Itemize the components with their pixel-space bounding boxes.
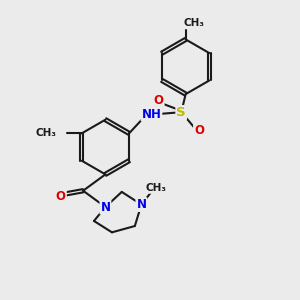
Text: O: O — [154, 94, 164, 107]
Text: O: O — [194, 124, 204, 137]
Text: CH₃: CH₃ — [184, 18, 205, 28]
Text: CH₃: CH₃ — [35, 128, 56, 138]
Text: S: S — [176, 106, 186, 119]
Text: O: O — [56, 190, 66, 203]
Text: N: N — [136, 198, 146, 211]
Text: CH₃: CH₃ — [146, 183, 167, 193]
Text: N: N — [100, 201, 110, 214]
Text: NH: NH — [142, 107, 161, 121]
